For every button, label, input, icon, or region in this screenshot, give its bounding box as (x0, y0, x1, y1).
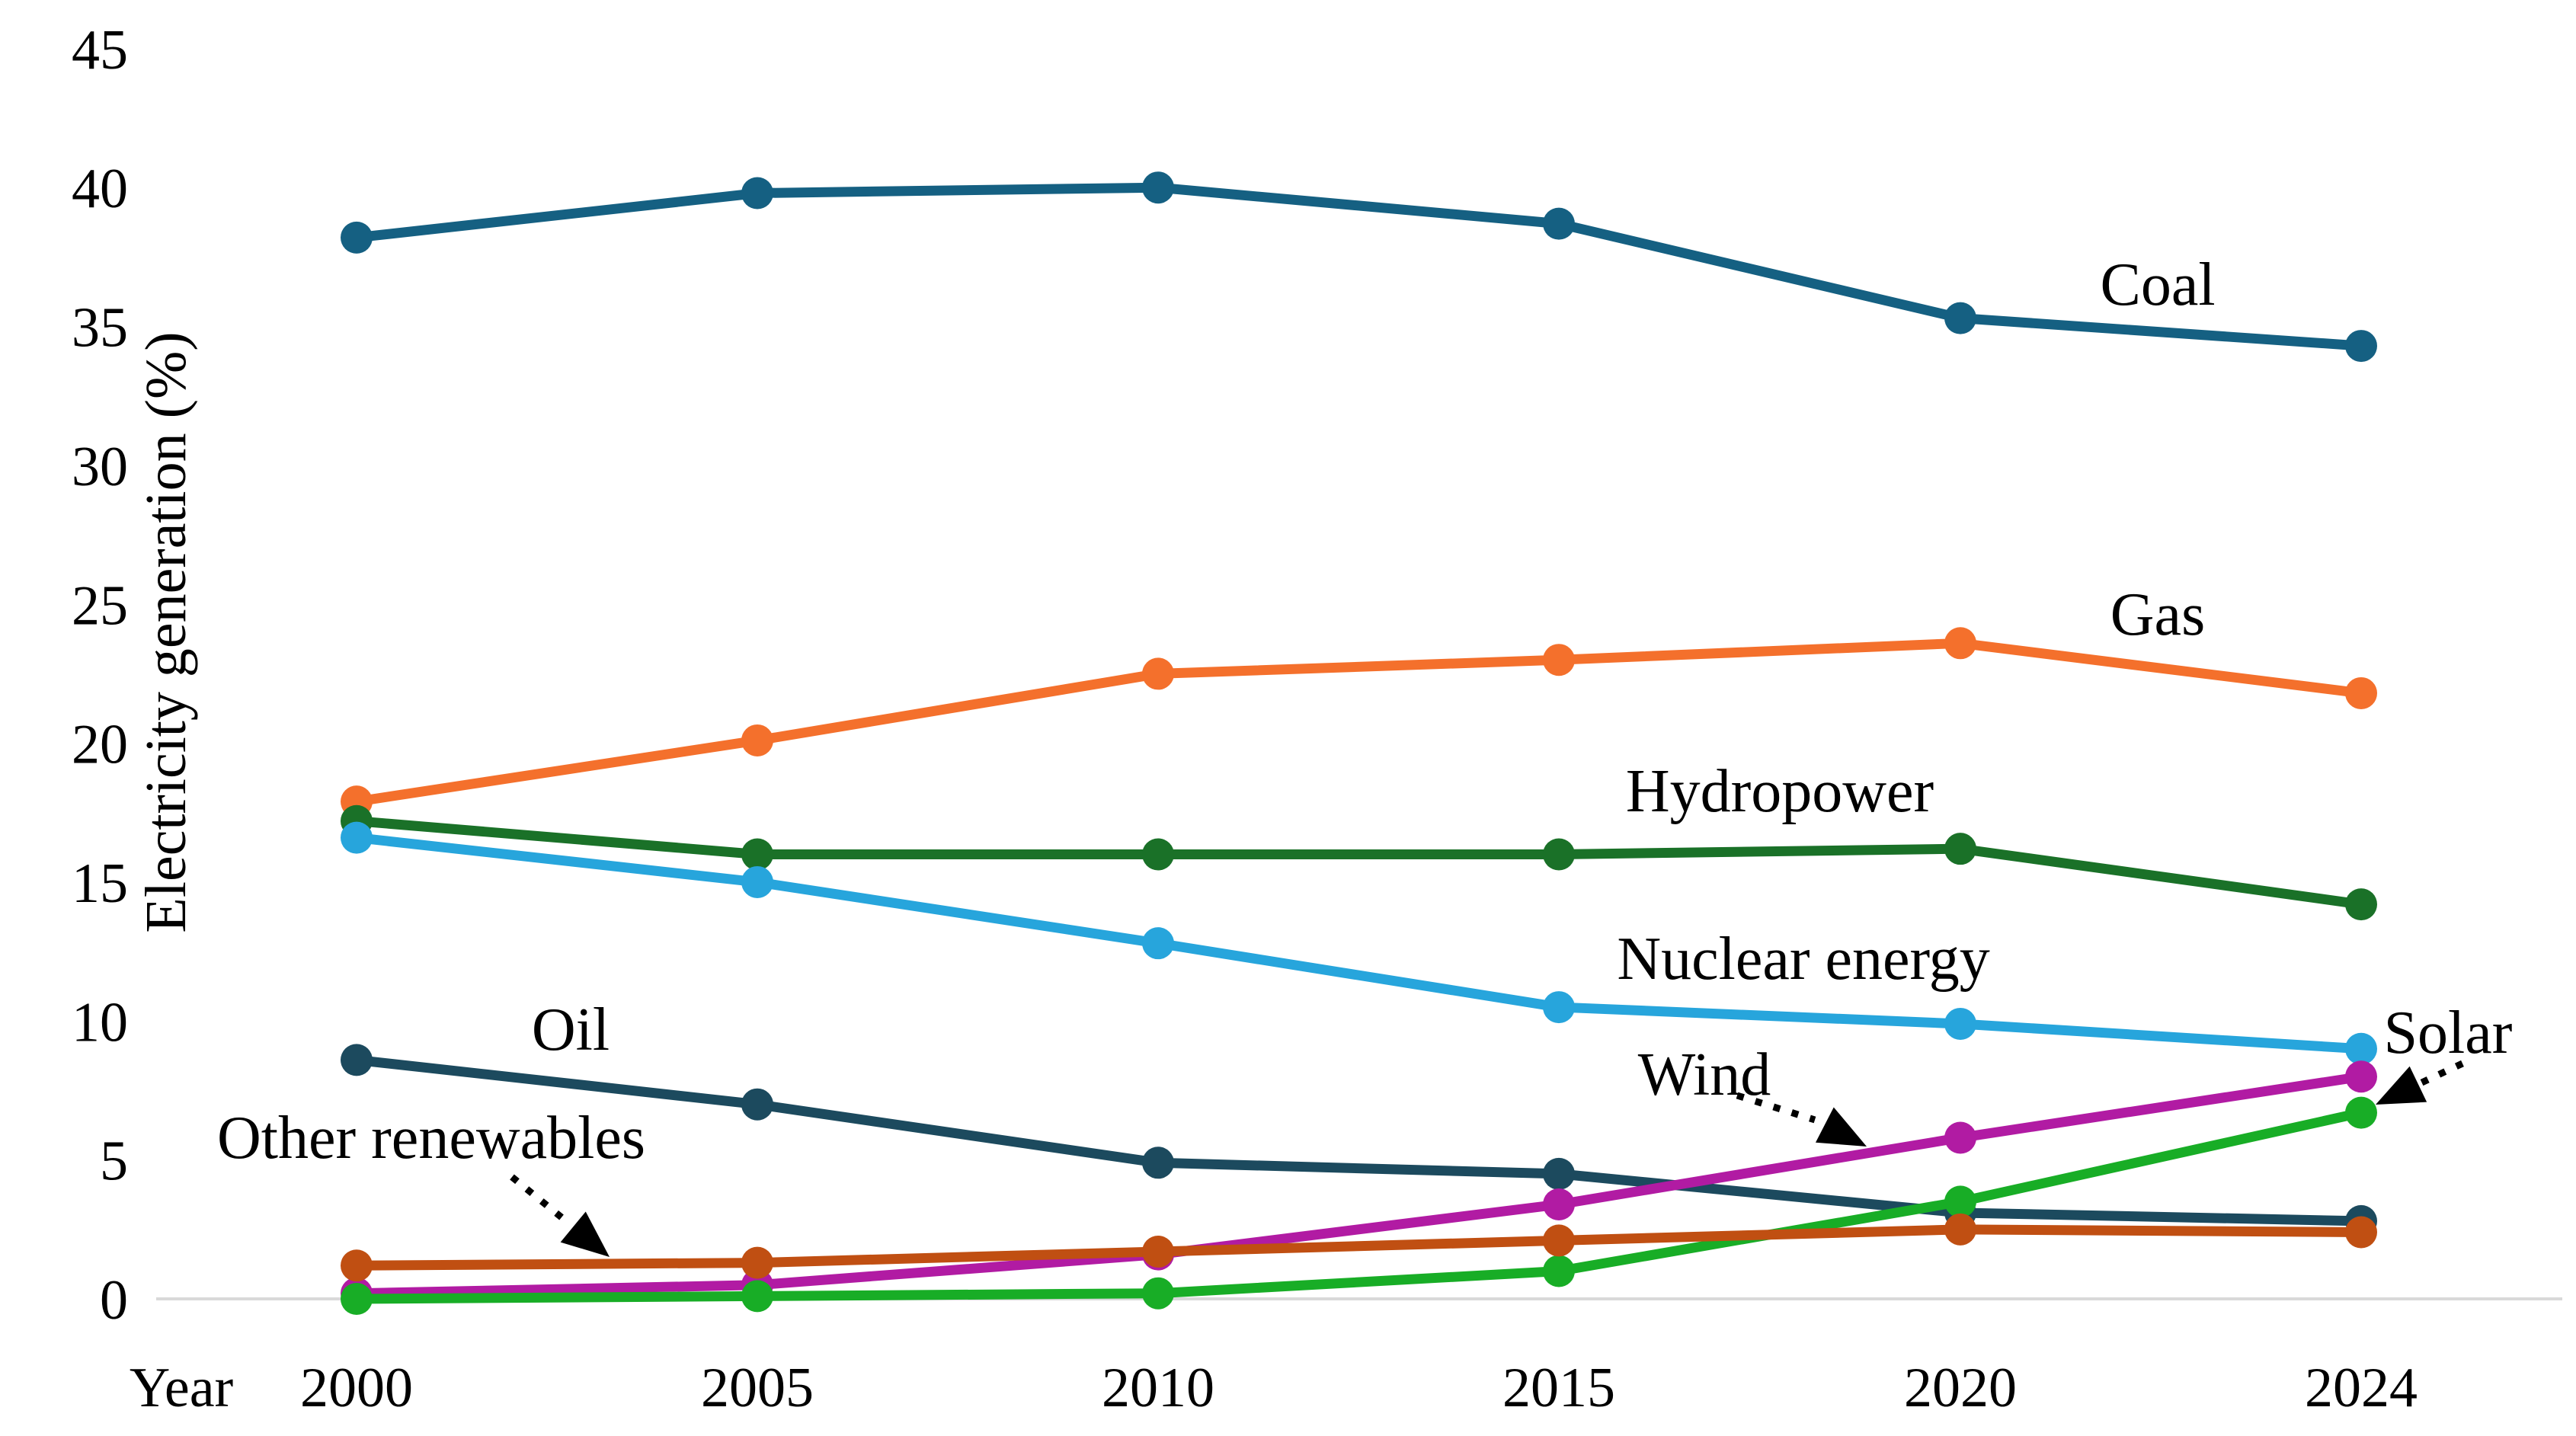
x-tick-label-2000: 2000 (300, 1357, 413, 1419)
data-point-solar-2015 (1543, 1255, 1575, 1287)
series-solar: Solar (341, 999, 2512, 1315)
data-point-other-renewables-2015 (1543, 1224, 1575, 1257)
series-line-other-renewables (351, 1224, 2366, 1271)
series-line-nuclear-energy (351, 833, 2366, 1054)
series-nuclear-energy: Nuclear energy (341, 821, 2377, 1065)
series-label-coal: Coal (2100, 251, 2215, 318)
data-point-hydropower-2010 (1142, 838, 1174, 871)
y-tick-label-40: 40 (72, 158, 128, 220)
data-point-other-renewables-2000 (341, 1249, 373, 1282)
y-tick-label-15: 15 (72, 852, 128, 915)
annotation-arrow-solar (2376, 1060, 2464, 1105)
series-line-wind (351, 1071, 2366, 1299)
data-point-gas-2010 (1142, 657, 1174, 690)
data-point-gas-2024 (2345, 676, 2377, 709)
arrowhead-icon (1815, 1107, 1867, 1147)
arrowhead-icon (2376, 1066, 2427, 1105)
data-point-hydropower-2020 (1944, 833, 1976, 865)
x-tick-label-2005: 2005 (701, 1357, 814, 1419)
annotation-arrow-other-renewables (510, 1174, 610, 1257)
series-hydropower: Hydropower (341, 758, 2377, 921)
data-point-nuclear-energy-2015 (1543, 991, 1575, 1024)
data-point-coal-2000 (341, 221, 373, 254)
y-tick-label-25: 25 (72, 574, 128, 637)
data-point-nuclear-energy-2024 (2345, 1032, 2377, 1065)
data-point-coal-2015 (1543, 207, 1575, 240)
data-point-solar-2024 (2345, 1096, 2377, 1129)
data-point-other-renewables-2020 (1944, 1213, 1976, 1246)
data-point-oil-2000 (341, 1044, 373, 1076)
data-point-wind-2020 (1944, 1121, 1976, 1154)
data-point-coal-2024 (2345, 330, 2377, 363)
data-point-solar-2010 (1142, 1277, 1174, 1310)
data-point-coal-2005 (741, 177, 773, 209)
data-point-oil-2010 (1142, 1147, 1174, 1179)
arrowhead-icon (560, 1211, 610, 1257)
data-point-hydropower-2015 (1543, 838, 1575, 871)
series-label-gas: Gas (2110, 581, 2205, 648)
series-coal: Coal (341, 171, 2377, 363)
data-point-nuclear-energy-2020 (1944, 1007, 1976, 1040)
dotted-leader-line (1736, 1092, 1816, 1124)
x-tick-label-2020: 2020 (1904, 1357, 2017, 1419)
series-label-hydropower: Hydropower (1626, 758, 1934, 825)
y-tick-label-45: 45 (72, 19, 128, 82)
series-label-solar: Solar (2384, 999, 2513, 1067)
series-label-wind: Wind (1638, 1041, 1771, 1108)
data-point-nuclear-energy-2000 (341, 821, 373, 854)
y-tick-label-5: 5 (100, 1131, 128, 1193)
data-point-gas-2020 (1944, 627, 1976, 660)
series-line-hydropower (351, 816, 2366, 910)
data-point-nuclear-energy-2005 (741, 865, 773, 898)
data-point-wind-2015 (1543, 1188, 1575, 1221)
series-other-renewables: Other renewables (217, 1105, 2377, 1282)
data-point-wind-2024 (2345, 1060, 2377, 1093)
data-point-oil-2005 (741, 1088, 773, 1121)
series-line-coal (351, 182, 2366, 351)
series-line-gas (351, 638, 2366, 807)
data-point-other-renewables-2005 (741, 1246, 773, 1279)
series-line-oil (351, 1054, 2366, 1227)
series-gas: Gas (341, 581, 2377, 818)
x-tick-label-2010: 2010 (1102, 1357, 1214, 1419)
y-tick-label-30: 30 (72, 436, 128, 498)
data-point-hydropower-2024 (2345, 888, 2377, 921)
series-line-solar (351, 1108, 2366, 1304)
y-tick-label-0: 0 (100, 1269, 128, 1332)
data-point-solar-2020 (1944, 1185, 1976, 1218)
data-point-hydropower-2005 (741, 838, 773, 871)
data-point-oil-2015 (1543, 1157, 1575, 1190)
x-axis-title: Year (130, 1357, 233, 1419)
data-point-gas-2015 (1543, 644, 1575, 676)
data-point-solar-2005 (741, 1280, 773, 1313)
series-label-oil: Oil (532, 996, 610, 1063)
y-tick-label-20: 20 (72, 714, 128, 776)
y-tick-label-35: 35 (72, 297, 128, 360)
x-tick-label-2015: 2015 (1502, 1357, 1615, 1419)
series-label-other-renewables: Other renewables (217, 1105, 645, 1172)
data-point-gas-2005 (741, 724, 773, 756)
data-point-coal-2010 (1142, 171, 1174, 204)
data-point-other-renewables-2010 (1142, 1236, 1174, 1268)
y-axis-title: Electricity generation (%) (134, 331, 198, 932)
data-point-other-renewables-2024 (2345, 1216, 2377, 1249)
dotted-leader-line (2412, 1060, 2464, 1090)
data-point-coal-2020 (1944, 302, 1976, 334)
annotation-arrow-wind (1736, 1092, 1867, 1147)
x-tick-label-2024: 2024 (2305, 1357, 2418, 1419)
data-point-nuclear-energy-2010 (1142, 927, 1174, 960)
y-tick-label-10: 10 (72, 991, 128, 1054)
series-label-nuclear-energy: Nuclear energy (1617, 926, 1989, 993)
data-point-solar-2000 (341, 1283, 373, 1315)
